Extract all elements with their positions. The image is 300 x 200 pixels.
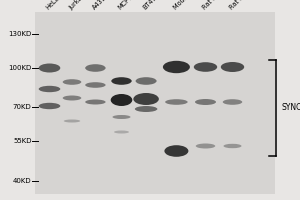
Text: A431: A431	[91, 0, 107, 11]
Text: 70KD: 70KD	[13, 104, 32, 110]
Ellipse shape	[223, 99, 242, 105]
Ellipse shape	[163, 61, 190, 73]
Ellipse shape	[224, 144, 242, 148]
Ellipse shape	[63, 96, 81, 100]
Ellipse shape	[39, 103, 60, 109]
Text: Rat brain: Rat brain	[201, 0, 227, 11]
Ellipse shape	[39, 64, 60, 72]
Text: SYNCRIP: SYNCRIP	[281, 104, 300, 112]
Ellipse shape	[85, 64, 106, 72]
Ellipse shape	[164, 145, 188, 157]
Ellipse shape	[195, 99, 216, 105]
Text: Mouse heart: Mouse heart	[172, 0, 205, 11]
Text: 40KD: 40KD	[13, 178, 32, 184]
Text: Rat heart: Rat heart	[228, 0, 254, 11]
Ellipse shape	[221, 62, 244, 72]
Text: HeLa: HeLa	[45, 0, 61, 11]
Text: MCF7: MCF7	[117, 0, 134, 11]
Ellipse shape	[135, 106, 157, 112]
Text: Jurkat: Jurkat	[68, 0, 85, 11]
FancyBboxPatch shape	[34, 12, 274, 194]
Ellipse shape	[39, 86, 60, 92]
Ellipse shape	[85, 99, 106, 104]
Ellipse shape	[136, 77, 157, 85]
Ellipse shape	[133, 93, 159, 105]
Text: 130KD: 130KD	[8, 31, 32, 37]
Ellipse shape	[165, 99, 188, 105]
Text: 55KD: 55KD	[13, 138, 32, 144]
Text: BT474: BT474	[142, 0, 161, 11]
Ellipse shape	[114, 130, 129, 134]
Text: 100KD: 100KD	[8, 65, 32, 71]
Ellipse shape	[64, 119, 80, 122]
Ellipse shape	[196, 144, 215, 148]
Ellipse shape	[194, 62, 217, 72]
Ellipse shape	[111, 94, 132, 106]
Ellipse shape	[111, 77, 132, 85]
Ellipse shape	[112, 115, 130, 119]
Ellipse shape	[85, 82, 106, 88]
Ellipse shape	[63, 79, 81, 85]
